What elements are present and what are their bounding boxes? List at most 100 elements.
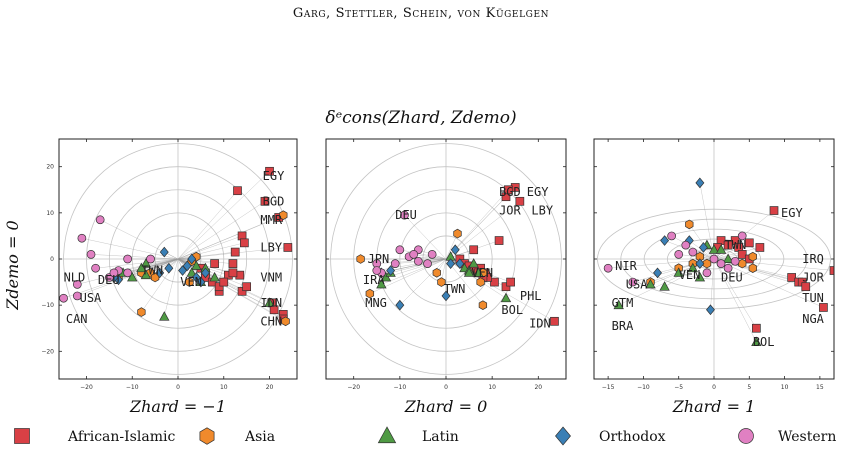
y-tick-label: 20 xyxy=(46,164,54,171)
y-tick-label: 0 xyxy=(50,256,54,263)
data-point xyxy=(667,231,676,241)
data-point xyxy=(455,258,465,269)
series-latin xyxy=(613,239,762,347)
data-point xyxy=(490,277,499,287)
legend: African-Islamic Asia Latin Orthodox Western xyxy=(14,426,836,446)
data-point xyxy=(260,196,270,206)
data-point xyxy=(645,278,656,289)
data-point xyxy=(437,277,446,287)
x-tick-label: −10 xyxy=(637,384,650,391)
data-point xyxy=(673,267,684,277)
x-tick-label: −20 xyxy=(80,384,93,391)
data-point xyxy=(723,263,733,273)
data-point xyxy=(695,177,705,189)
spoke xyxy=(177,258,233,264)
chart-panel-1: EGY BGD MMR LBY VNM IDN CHN NLD DEU USA CAN TWN VEN −… xyxy=(41,138,298,416)
country-label: IDN xyxy=(260,296,282,310)
data-point xyxy=(264,297,275,307)
data-point xyxy=(501,282,511,292)
country-label: IRA xyxy=(363,273,385,287)
series-orthodox xyxy=(376,244,465,311)
country-label: BOL xyxy=(501,303,523,317)
data-point xyxy=(709,254,719,264)
data-point xyxy=(95,215,105,225)
data-point xyxy=(395,299,405,311)
series-orthodox xyxy=(653,177,715,316)
data-point xyxy=(409,250,419,259)
spoke xyxy=(177,235,243,260)
x-tick-label: 10 xyxy=(781,384,789,391)
country-label: VNM xyxy=(260,270,282,284)
data-point xyxy=(59,293,68,303)
country-label: EGY xyxy=(527,185,549,199)
legend-label: Orthodox xyxy=(599,429,666,445)
spoke xyxy=(713,242,750,260)
x-tick-label: −5 xyxy=(674,384,683,391)
data-point xyxy=(744,238,754,248)
spoke xyxy=(404,215,447,260)
x-axis-label: Zhard = 1 xyxy=(672,397,756,416)
data-point xyxy=(427,250,437,259)
data-point xyxy=(476,277,485,287)
legend-label: Asia xyxy=(244,429,275,445)
data-point xyxy=(688,247,698,257)
data-point xyxy=(159,311,170,321)
legend-marker xyxy=(555,426,571,446)
data-point xyxy=(660,235,670,246)
data-point xyxy=(432,267,441,278)
country-label: DEU xyxy=(721,270,743,284)
country-label: PHL xyxy=(520,289,542,303)
data-point xyxy=(494,236,504,245)
data-point xyxy=(469,245,479,255)
data-point xyxy=(233,186,242,196)
data-point xyxy=(127,271,138,282)
legend-entry-asia: Asia xyxy=(199,427,275,445)
country-label: JOR xyxy=(802,270,824,284)
data-point xyxy=(423,259,432,268)
data-point xyxy=(265,166,274,176)
spoke xyxy=(608,258,715,269)
spoke xyxy=(177,171,270,260)
page-header: Garg, Stettler, Schein, von Kügelgen xyxy=(292,6,550,21)
data-point xyxy=(281,316,290,327)
data-point xyxy=(706,304,715,316)
data-point xyxy=(283,243,293,252)
spoke xyxy=(713,247,760,260)
data-point xyxy=(702,268,712,278)
country-label: JPN xyxy=(368,252,390,266)
x-tick-label: 0 xyxy=(176,384,180,391)
x-tick-label: 10 xyxy=(488,384,496,391)
legend-label: Latin xyxy=(422,429,459,445)
data-point xyxy=(829,266,834,275)
country-label: VEN xyxy=(679,268,701,282)
spoke xyxy=(699,182,715,260)
spoke xyxy=(385,258,447,278)
data-point xyxy=(219,277,229,287)
x-tick-label: 0 xyxy=(444,384,448,391)
series-western xyxy=(603,231,747,287)
data-point xyxy=(738,258,747,269)
data-point xyxy=(372,266,382,275)
data-point xyxy=(748,251,757,262)
data-point xyxy=(376,278,387,289)
spoke xyxy=(713,258,757,329)
x-tick-label: 20 xyxy=(534,384,542,391)
data-point xyxy=(653,267,662,279)
data-point xyxy=(164,262,174,274)
data-point xyxy=(603,263,613,273)
data-point xyxy=(716,259,726,268)
x-tick-label: −10 xyxy=(126,384,139,391)
country-label: IRQ xyxy=(802,252,824,266)
data-point xyxy=(228,268,238,278)
series-western xyxy=(59,215,155,303)
data-point xyxy=(681,240,691,250)
country-label: NLD xyxy=(64,270,86,284)
data-point xyxy=(819,303,828,312)
country-label: BOL xyxy=(753,335,775,349)
spoke xyxy=(381,258,447,285)
figure-title: δᵉcons(Zhard, Zdemo) xyxy=(325,108,517,128)
data-point xyxy=(748,263,757,274)
country-label: EGY xyxy=(263,169,285,183)
data-point xyxy=(723,240,733,250)
